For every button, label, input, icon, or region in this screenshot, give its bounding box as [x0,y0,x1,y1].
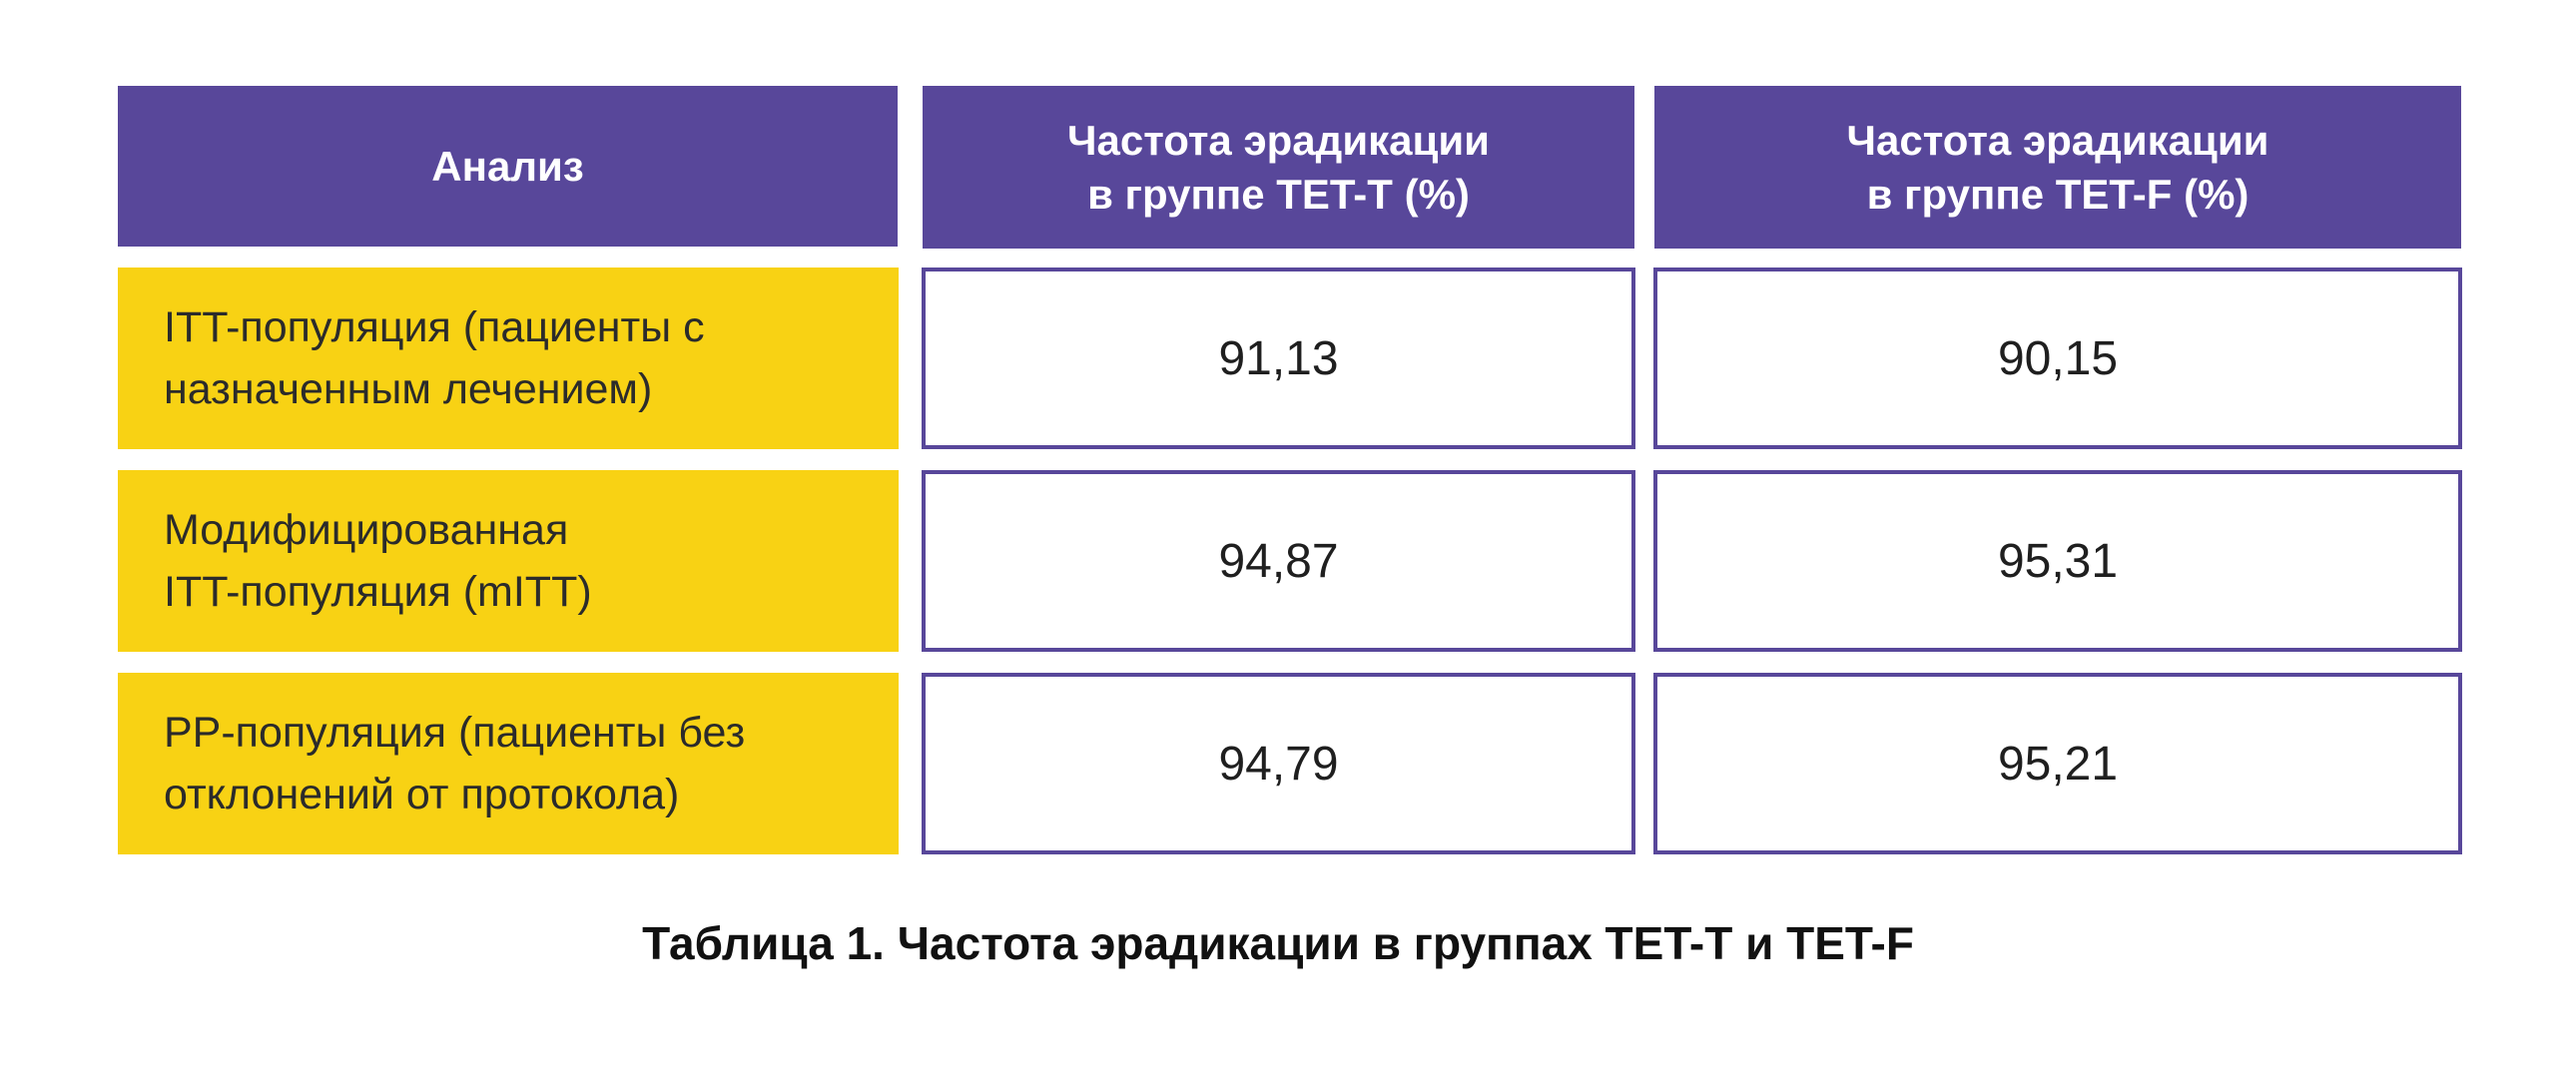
header-analysis: Анализ [118,86,898,247]
row-label-pp-line-1: PP-популяция (пациенты без [164,709,746,757]
value-mitt-tet-f: 95,31 [1653,470,2462,652]
row-label-itt-line-2: назначенным лечением) [164,365,653,413]
value-itt-tet-f: 90,15 [1653,268,2462,449]
value-pp-tet-f: 95,21 [1653,673,2462,854]
header-tet-f-line-2: в группе TET-F (%) [1866,170,2250,218]
value-pp-tet-t: 94,79 [922,673,1635,854]
row-label-mitt-line-2: ITT-популяция (mITT) [164,568,592,616]
row-label-mitt-line-1: Модифицированная [164,506,569,554]
header-tet-t: Частота эрадикации в группе TET-T (%) [923,86,1634,249]
table-caption: Таблица 1. Частота эрадикации в группах … [642,917,1914,969]
header-tet-f-line-1: Частота эрадикации [1846,116,2269,164]
header-analysis-line-1: Анализ [431,142,584,190]
row-label-pp: PP-популяция (пациенты без отклонений от… [118,673,899,854]
row-label-itt-line-1: ITT-популяция (пациенты с [164,303,705,351]
header-tet-f: Частота эрадикации в группе TET-F (%) [1654,86,2461,249]
header-tet-t-line-1: Частота эрадикации [1067,116,1490,164]
value-mitt-tet-t: 94,87 [922,470,1635,652]
row-label-mitt: Модифицированная ITT-популяция (mITT) [118,470,899,652]
header-tet-t-line-2: в группе TET-T (%) [1087,170,1470,218]
row-label-itt: ITT-популяция (пациенты с назначенным ле… [118,268,899,449]
row-label-pp-line-2: отклонений от протокола) [164,771,680,818]
value-itt-tet-t: 91,13 [922,268,1635,449]
